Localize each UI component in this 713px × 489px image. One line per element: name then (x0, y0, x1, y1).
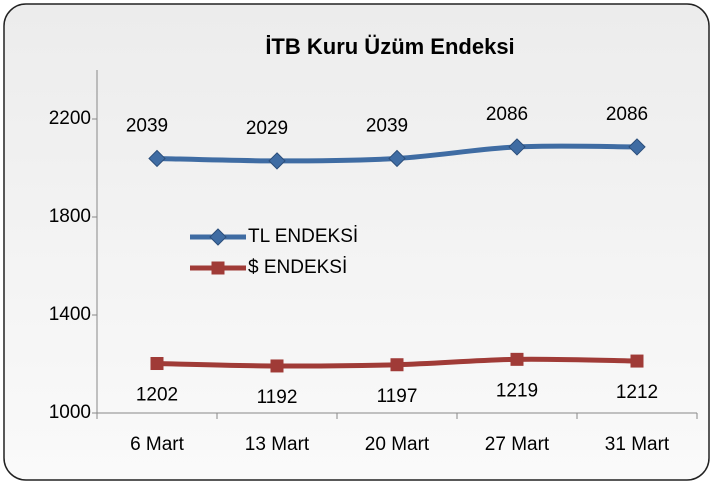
data-label: 1212 (616, 382, 658, 403)
x-tick-label: 6 Mart (130, 434, 185, 455)
data-point (510, 352, 524, 366)
legend-marker (211, 261, 225, 275)
y-tick-label: 1400 (49, 304, 91, 325)
chart-title: İTB Kuru Üzüm Endeksi (265, 34, 514, 59)
x-tick-label: 27 Mart (485, 434, 550, 455)
y-tick-label: 2200 (49, 108, 91, 129)
data-point (268, 152, 286, 170)
data-label: 2086 (486, 104, 528, 125)
data-label: 1192 (257, 387, 298, 408)
data-point (508, 138, 526, 156)
legend-label: $ ENDEKSİ (248, 257, 347, 278)
legend-marker (209, 228, 227, 246)
data-label: 1197 (377, 386, 418, 407)
data-label: 2086 (606, 104, 648, 125)
x-tick-label: 13 Mart (245, 434, 310, 455)
y-tick-label: 1800 (49, 206, 91, 227)
x-tick-label: 20 Mart (365, 434, 430, 455)
data-label: 2039 (126, 115, 168, 136)
y-tick-label: 1000 (49, 402, 91, 423)
data-point (270, 359, 284, 373)
data-point (150, 357, 164, 371)
data-point (630, 354, 644, 368)
legend-label: TL ENDEKSİ (248, 226, 358, 247)
data-point (390, 358, 404, 372)
data-point (628, 138, 646, 156)
data-label: 2039 (366, 115, 408, 136)
x-tick-label: 31 Mart (605, 434, 670, 455)
data-label: 1202 (136, 385, 178, 406)
data-label: 1219 (496, 380, 538, 401)
data-point (388, 149, 406, 168)
data-label: 2029 (246, 118, 288, 139)
data-point (148, 149, 166, 168)
